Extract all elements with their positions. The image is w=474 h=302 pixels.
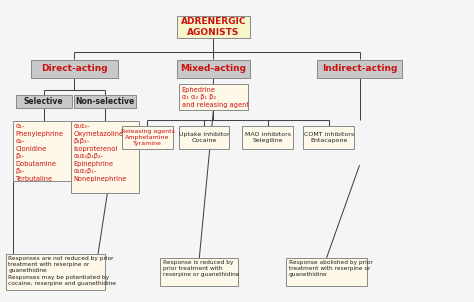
FancyBboxPatch shape (160, 258, 238, 286)
Text: α₁α₂-
Oxymetazoline
β₁β₂-
Isoproterenol
α₁α₂β₁β₂-
Epinephrine
α₁α₂β₁-
Nonepineph: α₁α₂- Oxymetazoline β₁β₂- Isoproterenol … (73, 124, 127, 182)
FancyBboxPatch shape (6, 254, 105, 290)
FancyBboxPatch shape (71, 121, 139, 193)
FancyBboxPatch shape (74, 95, 136, 108)
Text: Responses are not reduced by prior
treatment with reserpine or
guanethidine
Resp: Responses are not reduced by prior treat… (9, 256, 117, 286)
FancyBboxPatch shape (31, 60, 118, 78)
Text: MAO inhibitors
Selegiline: MAO inhibitors Selegiline (245, 132, 291, 143)
FancyBboxPatch shape (122, 126, 173, 149)
Text: Mixed-acting: Mixed-acting (181, 64, 246, 73)
FancyBboxPatch shape (317, 60, 402, 78)
Text: α₁-
Phenylephrine
α₂-
Clonidine
β₁-
Dobutamine
β₂-
Terbutaline: α₁- Phenylephrine α₂- Clonidine β₁- Dobu… (16, 124, 64, 182)
Text: COMT inhibitors
Entacapone: COMT inhibitors Entacapone (304, 132, 354, 143)
FancyBboxPatch shape (177, 16, 250, 38)
Text: Uptake Inhibitor
Cocaine: Uptake Inhibitor Cocaine (179, 132, 229, 143)
Text: Ephedrine
α₁ α₂ β₁ β₂
and releasing agent: Ephedrine α₁ α₂ β₁ β₂ and releasing agen… (182, 87, 249, 108)
FancyBboxPatch shape (179, 85, 247, 110)
Text: Non-selective: Non-selective (75, 97, 135, 106)
FancyBboxPatch shape (16, 95, 72, 108)
Text: Releasing agents
Amphetamine
Tyramine: Releasing agents Amphetamine Tyramine (120, 129, 174, 146)
Text: Indirect-acting: Indirect-acting (322, 64, 397, 73)
Text: Response abolished by prior
treatment with reserpine or
guanethidine: Response abolished by prior treatment wi… (289, 260, 373, 277)
Text: Response is reduced by
prior treatment with
reserpine or guanethidine: Response is reduced by prior treatment w… (163, 260, 239, 277)
FancyBboxPatch shape (179, 126, 229, 149)
FancyBboxPatch shape (286, 258, 366, 286)
FancyBboxPatch shape (303, 126, 355, 149)
FancyBboxPatch shape (242, 126, 293, 149)
FancyBboxPatch shape (177, 60, 250, 78)
Text: ADRENERGIC
AGONISTS: ADRENERGIC AGONISTS (181, 17, 246, 37)
Text: Direct-acting: Direct-acting (41, 64, 108, 73)
FancyBboxPatch shape (13, 121, 74, 181)
Text: Selective: Selective (24, 97, 64, 106)
